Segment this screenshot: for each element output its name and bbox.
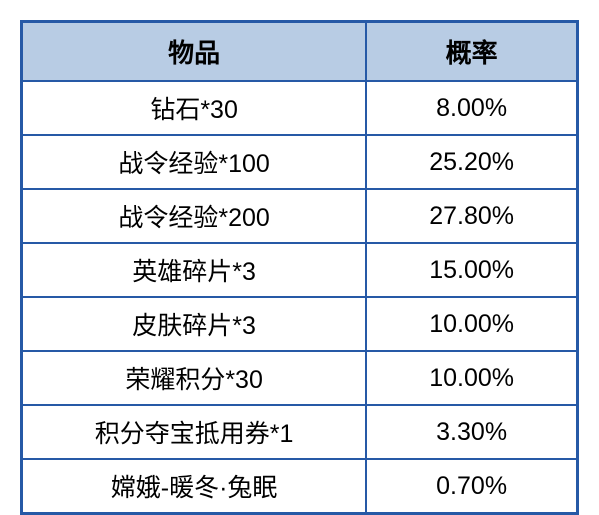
item-cell: 皮肤碎片*3	[22, 297, 367, 351]
rate-cell: 10.00%	[366, 351, 577, 405]
item-cell: 战令经验*100	[22, 135, 367, 189]
rate-cell: 0.70%	[366, 459, 577, 514]
item-cell: 积分夺宝抵用券*1	[22, 405, 367, 459]
rate-cell: 15.00%	[366, 243, 577, 297]
table-row: 皮肤碎片*3 10.00%	[22, 297, 578, 351]
rate-cell: 25.20%	[366, 135, 577, 189]
rate-cell: 3.30%	[366, 405, 577, 459]
rate-cell: 27.80%	[366, 189, 577, 243]
rate-cell: 8.00%	[366, 81, 577, 135]
table-row: 英雄碎片*3 15.00%	[22, 243, 578, 297]
item-cell: 钻石*30	[22, 81, 367, 135]
table-row: 钻石*30 8.00%	[22, 81, 578, 135]
table-row: 积分夺宝抵用券*1 3.30%	[22, 405, 578, 459]
table-row: 战令经验*100 25.20%	[22, 135, 578, 189]
table-row: 嫦娥-暖冬·兔眠 0.70%	[22, 459, 578, 514]
item-cell: 荣耀积分*30	[22, 351, 367, 405]
probability-table: 物品 概率 钻石*30 8.00% 战令经验*100 25.20% 战令经验*2…	[20, 20, 579, 515]
item-cell: 嫦娥-暖冬·兔眠	[22, 459, 367, 514]
column-header-item: 物品	[22, 22, 367, 82]
table-row: 战令经验*200 27.80%	[22, 189, 578, 243]
rate-cell: 10.00%	[366, 297, 577, 351]
table-row: 荣耀积分*30 10.00%	[22, 351, 578, 405]
table-header-row: 物品 概率	[22, 22, 578, 82]
column-header-rate: 概率	[366, 22, 577, 82]
item-cell: 战令经验*200	[22, 189, 367, 243]
item-cell: 英雄碎片*3	[22, 243, 367, 297]
